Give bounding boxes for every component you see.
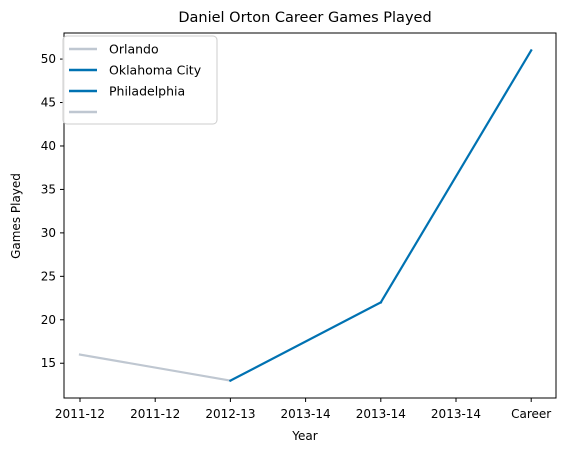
y-tick-label: 50 bbox=[41, 52, 56, 66]
y-tick-label: 20 bbox=[41, 313, 56, 327]
y-tick-label: 40 bbox=[41, 139, 56, 153]
x-tick-label: 2013-14 bbox=[281, 407, 331, 421]
x-axis: 2011-12 2011-12 2012-13 2013-14 2013-14 2013-… bbox=[55, 398, 551, 421]
legend-label-philadelphia: Philadelphia bbox=[109, 84, 185, 99]
x-tick-label: Career bbox=[511, 407, 551, 421]
x-tick-label: 2011-12 bbox=[130, 407, 180, 421]
series-line-philadelphia bbox=[379, 48, 533, 304]
legend: Orlando Oklahoma City Philadelphia bbox=[62, 35, 218, 125]
y-axis-label: Games Played bbox=[9, 173, 23, 259]
y-tick-label: 45 bbox=[41, 96, 56, 110]
y-tick-label: 25 bbox=[41, 269, 56, 283]
x-axis-label: Year bbox=[291, 429, 317, 443]
x-tick-label: 2013-14 bbox=[356, 407, 406, 421]
x-tick-label: 2011-12 bbox=[55, 407, 105, 421]
plot-area-frame bbox=[63, 32, 557, 399]
x-tick-label: 2012-13 bbox=[205, 407, 255, 421]
legend-box bbox=[62, 35, 218, 125]
series-lines bbox=[78, 48, 533, 383]
x-tick-label: 2013-14 bbox=[431, 407, 481, 421]
series-line-oklahoma-city bbox=[228, 300, 383, 383]
y-axis: 15 20 25 30 35 40 45 50 bbox=[41, 52, 64, 370]
y-tick-label: 35 bbox=[41, 182, 56, 196]
legend-label-oklahoma-city: Oklahoma City bbox=[109, 63, 202, 78]
y-tick-label: 30 bbox=[41, 226, 56, 240]
series-line-orlando bbox=[78, 353, 232, 382]
y-tick-label: 15 bbox=[41, 356, 56, 370]
legend-label-orlando: Orlando bbox=[109, 42, 159, 57]
chart-title: Daniel Orton Career Games Played bbox=[178, 10, 431, 26]
